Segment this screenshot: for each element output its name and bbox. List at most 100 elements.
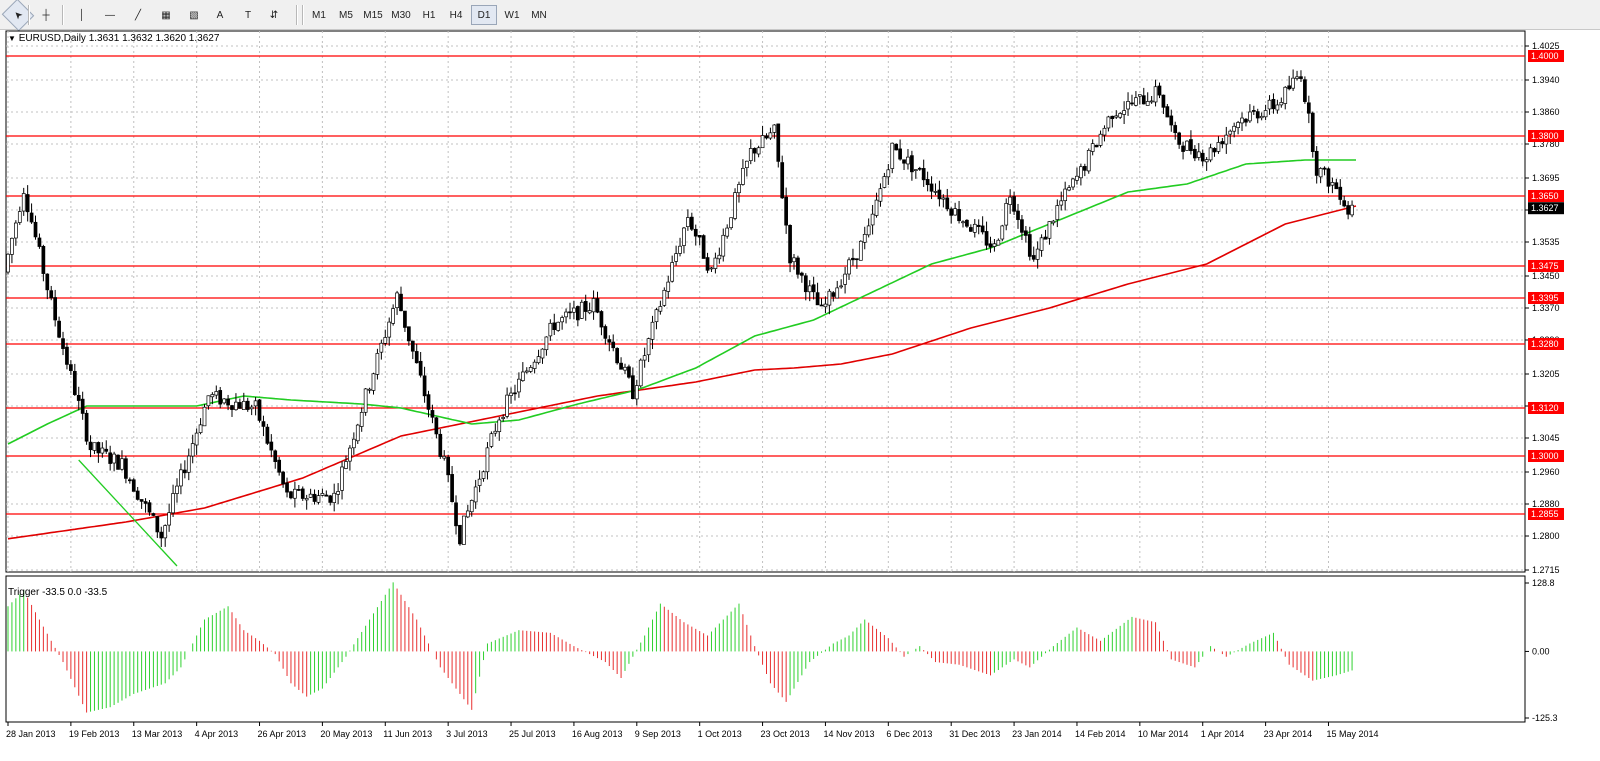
arrows-icon[interactable]: ⇵ [269,9,279,21]
candle-body [839,285,844,288]
y-tick-label: 1.4025 [1532,41,1560,51]
candle-body [33,221,38,238]
candle-body [1306,102,1311,114]
candle-body [686,217,690,227]
collapse-triangle-icon[interactable]: ▼ [8,34,16,43]
price-level-label: 1.3120 [1531,403,1559,413]
price-level-label: 1.3650 [1531,191,1559,201]
candle-body [253,400,258,407]
candle-body [41,246,46,274]
candle-body [143,501,148,504]
candle-body [1220,141,1225,145]
candle-body [933,191,938,193]
candle-body [469,500,474,513]
candle-body [1303,79,1307,102]
candle-body [1299,76,1303,79]
x-tick-label: 15 May 2014 [1326,729,1378,739]
candle-body [1114,115,1119,118]
candle-body [450,474,454,503]
candle-body [780,162,785,199]
candle-body [1310,112,1315,152]
candle-body [678,245,682,254]
candle-body [568,311,572,314]
candle-body [1193,148,1197,159]
vertical-line-icon[interactable]: │ [78,9,86,21]
candle-body [293,488,297,499]
timeframe-h1-button[interactable]: H1 [422,9,436,21]
candle-body [65,346,69,365]
price-level-badge [1528,508,1564,520]
candle-body [485,447,490,473]
candle-body [1137,94,1142,97]
timeframe-m1-button[interactable]: M1 [312,9,326,21]
candle-body [481,471,486,479]
crosshair-icon[interactable]: ┼ [42,9,50,21]
timeframe-m15-button[interactable]: M15 [363,9,383,21]
chart-area[interactable]: 1.40251.39401.38601.37801.36951.36151.35… [0,30,1600,761]
candle-body [1314,150,1319,176]
axes: 1.40251.39401.38601.37801.36951.36151.35… [6,41,1564,739]
candle-body [234,401,238,411]
candle-body [517,378,521,393]
candle-body [1118,113,1123,118]
price-level-label: 1.4000 [1531,51,1559,61]
candle-body [650,321,655,340]
timeframe-h4-button[interactable]: H4 [449,9,463,21]
candle-body [976,224,981,227]
candle-body [76,394,81,401]
candle-body [984,231,989,246]
candle-body [328,495,333,503]
candle-body [855,258,859,261]
timeframe-w1-button[interactable]: W1 [504,9,520,21]
candle-body [788,225,792,264]
candle-body [458,524,462,545]
candle-body [245,400,250,410]
timeframe-m30-button[interactable]: M30 [391,9,411,21]
candle-body [1141,95,1146,105]
candle-body [340,466,344,491]
candle-body [159,531,164,539]
text-icon[interactable]: A [216,9,224,21]
candle-body [513,392,517,395]
candle-body [367,388,372,391]
candle-body [1216,142,1221,152]
fibonacci-fan-icon[interactable]: ▧ [189,9,199,21]
candle-body [1255,111,1260,119]
candle-body [1232,125,1237,132]
y-tick-label: 1.3780 [1532,139,1560,149]
x-tick-label: 28 Jan 2013 [6,729,56,739]
candle-body [257,399,262,421]
candle-body [1016,210,1020,220]
trendline-icon[interactable]: ╱ [134,9,142,21]
candle-body [784,196,788,226]
candle-body [135,490,140,500]
timeframe-mn-button[interactable]: MN [531,9,547,21]
candle-body [183,469,187,474]
candle-body [1043,236,1048,240]
candle-body [913,169,918,171]
candle-body [638,359,643,387]
candle-body [1322,167,1327,170]
current-price-badge [1528,202,1564,215]
horizontal-line-icon[interactable]: — [105,9,115,21]
candle-body [874,199,879,216]
candle-body [1027,234,1032,257]
trend-line [78,459,178,567]
candle-body [320,493,325,496]
y-tick-label: 1.2960 [1532,467,1560,477]
candle-body [674,253,678,262]
candle-body [387,321,392,338]
candle-body [929,183,934,192]
candle-body [1031,255,1036,260]
timeframe-m5-button[interactable]: M5 [339,9,353,21]
candle-body [124,458,128,479]
fibonacci-channel-icon[interactable]: ▦ [161,9,171,21]
candle-body [1189,139,1193,152]
text-label-icon[interactable]: T [244,9,252,21]
y-tick-label: 1.2715 [1532,565,1560,575]
candle-body [462,515,466,545]
candle-body [414,351,419,364]
x-tick-label: 9 Sep 2013 [635,729,681,739]
timeframe-d1-button[interactable]: D1 [471,5,497,25]
candle-body [1259,115,1264,119]
